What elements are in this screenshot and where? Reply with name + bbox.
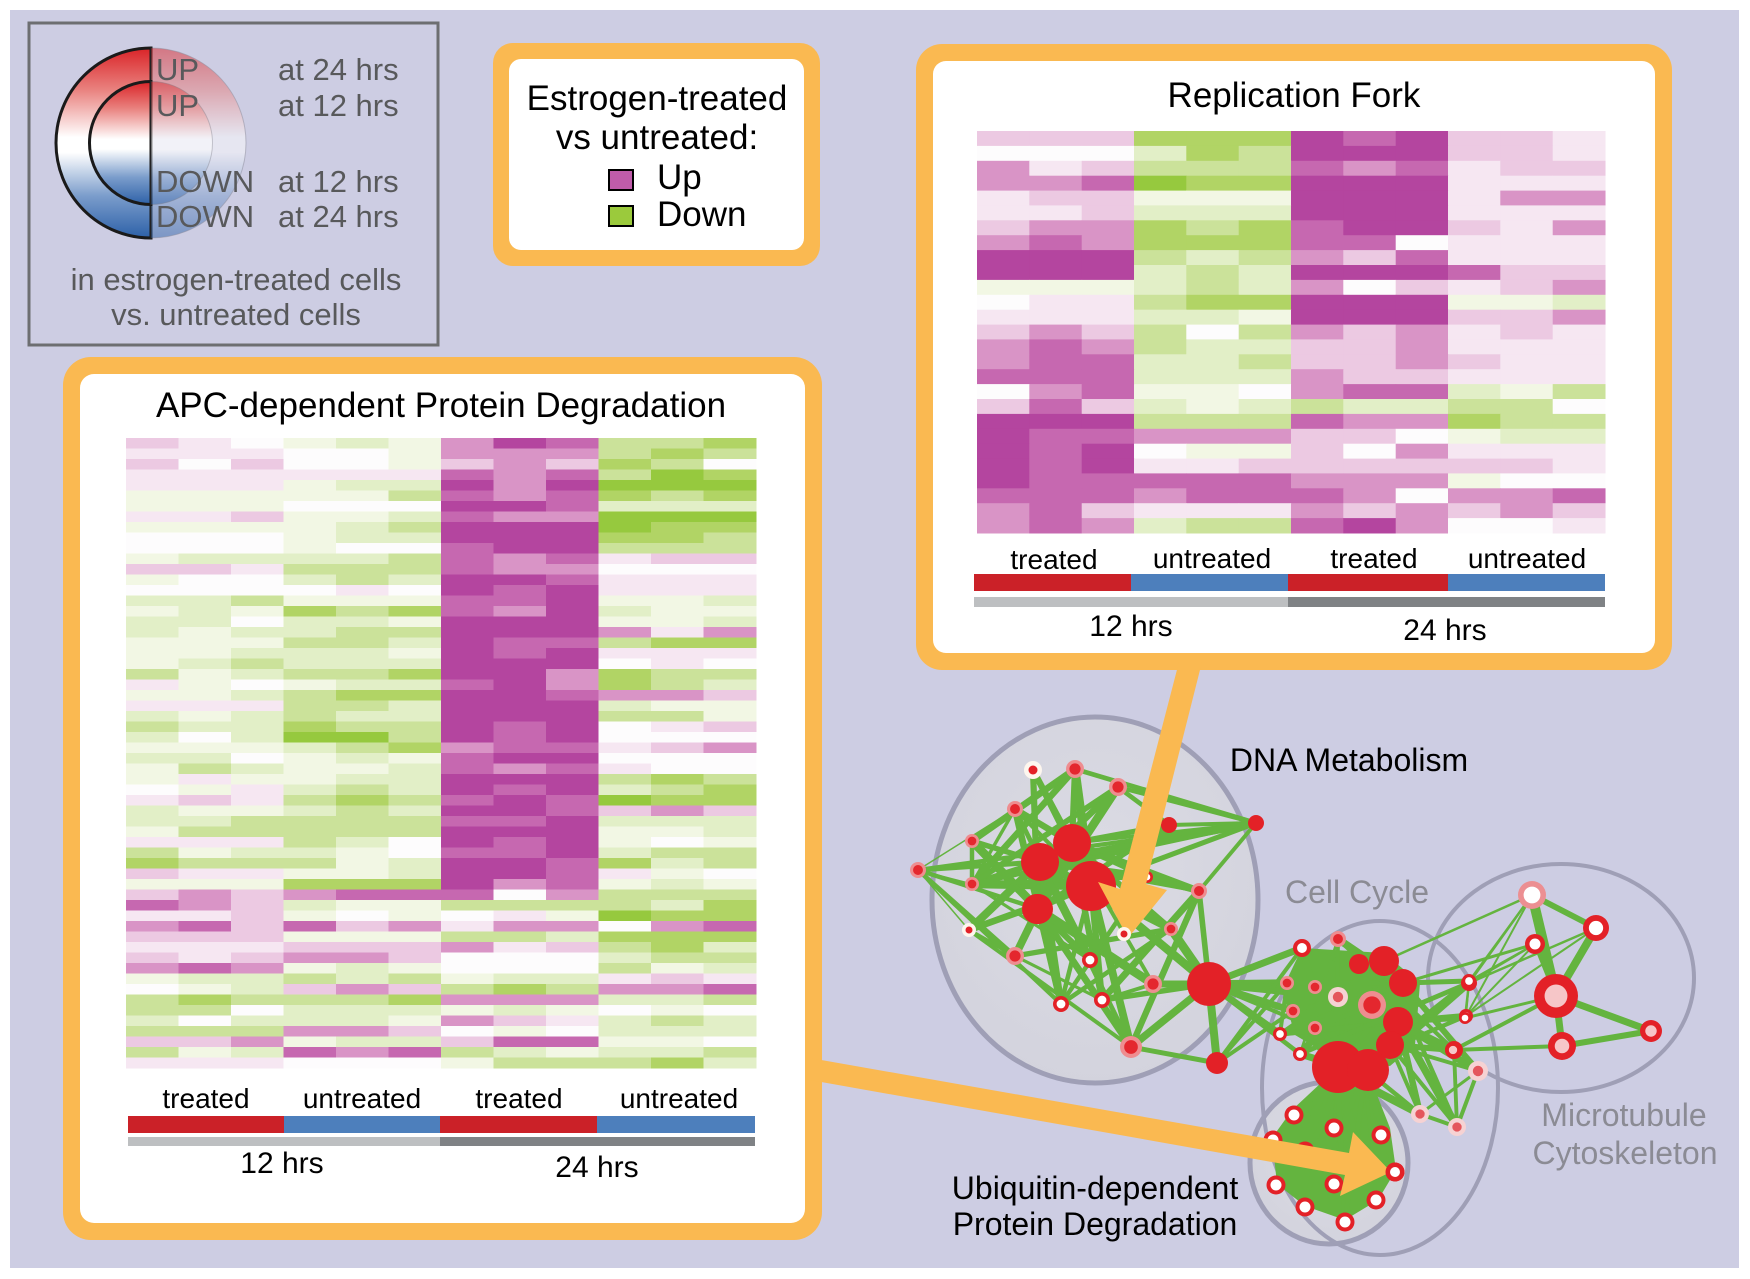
svg-text:vs. untreated cells: vs. untreated cells [111, 297, 361, 332]
svg-text:at 12 hrs: at 12 hrs [278, 164, 399, 199]
svg-text:untreated: untreated [620, 1083, 738, 1114]
svg-text:at 24 hrs: at 24 hrs [278, 199, 399, 234]
svg-text:Replication Fork: Replication Fork [1168, 76, 1421, 115]
svg-text:untreated: untreated [303, 1083, 421, 1114]
svg-text:untreated: untreated [1468, 543, 1586, 574]
svg-text:in estrogen-treated cells: in estrogen-treated cells [71, 262, 402, 297]
svg-text:Cell Cycle: Cell Cycle [1285, 874, 1429, 910]
svg-text:at 12 hrs: at 12 hrs [278, 88, 399, 123]
svg-text:DNA Metabolism: DNA Metabolism [1230, 742, 1468, 778]
svg-text:12 hrs: 12 hrs [240, 1147, 323, 1180]
svg-text:APC-dependent Protein Degradat: APC-dependent Protein Degradation [156, 386, 726, 425]
svg-text:UP: UP [156, 52, 199, 87]
svg-text:Up: Up [657, 158, 702, 197]
svg-text:UP: UP [156, 88, 199, 123]
svg-text:DOWN: DOWN [156, 199, 254, 234]
svg-text:vs untreated:: vs untreated: [556, 118, 758, 157]
svg-text:24 hrs: 24 hrs [1403, 614, 1486, 647]
svg-text:Protein Degradation: Protein Degradation [953, 1206, 1238, 1242]
svg-text:12 hrs: 12 hrs [1089, 610, 1172, 643]
svg-text:untreated: untreated [1153, 543, 1271, 574]
svg-text:treated: treated [475, 1083, 562, 1114]
svg-text:treated: treated [162, 1083, 249, 1114]
svg-text:treated: treated [1330, 543, 1417, 574]
svg-text:treated: treated [1010, 544, 1097, 575]
svg-text:at 24 hrs: at 24 hrs [278, 52, 399, 87]
svg-text:Cytoskeleton: Cytoskeleton [1533, 1135, 1718, 1171]
svg-text:DOWN: DOWN [156, 164, 254, 199]
svg-text:24 hrs: 24 hrs [555, 1151, 638, 1184]
svg-text:Estrogen-treated: Estrogen-treated [527, 79, 788, 118]
svg-text:Ubiquitin-dependent: Ubiquitin-dependent [952, 1170, 1239, 1206]
svg-text:Down: Down [657, 195, 746, 234]
svg-text:Microtubule: Microtubule [1541, 1097, 1706, 1133]
